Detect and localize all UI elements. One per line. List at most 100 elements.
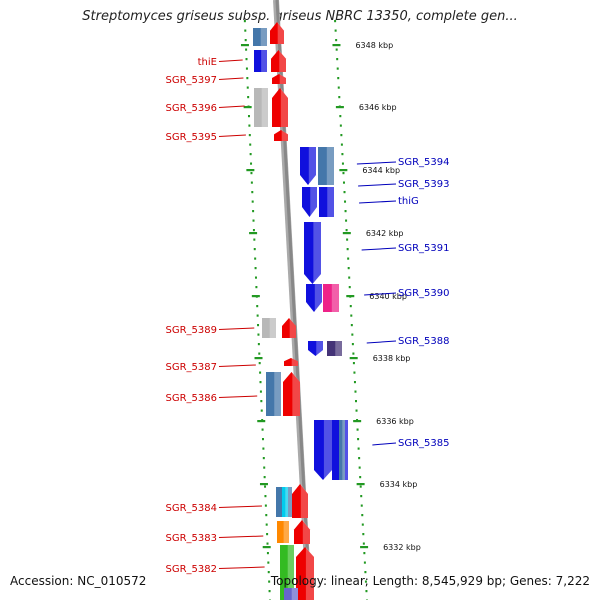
right-dotted-border: [365, 590, 368, 593]
gene-label-left: SGR_5384: [166, 503, 218, 514]
accession-text: Accession: NC_010572: [10, 574, 147, 588]
gene-leader-line: [218, 77, 244, 80]
gene-arrow-reverse: [300, 147, 316, 185]
scale-label: 6334 kbp: [380, 480, 418, 489]
left-dotted-border: [258, 352, 261, 355]
left-dotted-border: [244, 39, 247, 42]
gene-leader-line: [366, 340, 397, 344]
right-dotted-border: [361, 523, 364, 526]
gene-label-right: SGR_5394: [398, 157, 450, 168]
gene-arrow-forward: [274, 130, 288, 141]
gene-leader-line: [218, 395, 258, 398]
right-dotted-border: [363, 552, 366, 555]
left-dotted-border: [261, 438, 264, 441]
gene-arrow-forward: [292, 484, 308, 518]
left-dotted-border: [266, 552, 269, 555]
left-dotted-border: [253, 238, 256, 241]
scale-tick-left: [254, 357, 263, 360]
right-dotted-border: [353, 371, 356, 374]
scale-label: 6332 kbp: [383, 543, 421, 552]
right-dotted-border: [345, 229, 348, 232]
scale-tick: [356, 483, 365, 486]
left-dotted-border: [252, 219, 255, 222]
gene-label-left: SGR_5383: [166, 533, 218, 544]
left-dotted-border: [249, 143, 252, 146]
gene-arrow-forward: [277, 521, 289, 543]
left-dotted-border: [253, 248, 256, 251]
right-dotted-border: [337, 86, 340, 89]
left-dotted-border: [249, 153, 252, 156]
gene-arrow-reverse: [327, 341, 342, 356]
gene-arrow-reverse: [319, 187, 334, 217]
left-dotted-border: [265, 523, 268, 526]
right-dotted-border: [344, 210, 347, 213]
left-dotted-border: [252, 229, 255, 232]
scale-label: 6346 kbp: [359, 103, 397, 112]
right-dotted-border: [334, 29, 337, 32]
left-dotted-border: [243, 20, 246, 23]
right-dotted-border: [336, 67, 339, 70]
left-dotted-border: [268, 590, 271, 593]
gene-arrow-forward: [282, 487, 288, 517]
right-dotted-border: [360, 504, 363, 507]
gene-arrow-forward: [253, 28, 267, 46]
scale-label: 6336 kbp: [376, 417, 414, 426]
left-dotted-border: [268, 580, 271, 583]
gene-leader-line: [356, 161, 397, 165]
left-dotted-border: [259, 390, 262, 393]
gene-label-left: SGR_5386: [166, 393, 218, 404]
scale-label: 6338 kbp: [373, 354, 411, 363]
left-dotted-border: [250, 162, 253, 165]
left-dotted-border: [245, 48, 248, 51]
left-dotted-border: [251, 191, 254, 194]
gene-label-left: SGR_5397: [166, 75, 218, 86]
left-dotted-border: [260, 400, 263, 403]
right-dotted-border: [334, 20, 337, 23]
left-dotted-border: [258, 362, 261, 365]
gene-label-right: SGR_5393: [398, 179, 450, 190]
gene-label-left: thiE: [198, 57, 217, 68]
gene-label-left: SGR_5382: [166, 564, 218, 575]
left-dotted-border: [256, 305, 259, 308]
right-dotted-border: [357, 447, 360, 450]
gene-arrow-forward: [254, 88, 268, 127]
right-dotted-border: [348, 276, 351, 279]
gene-label-right: SGR_5388: [398, 336, 450, 347]
gene-leader-line: [218, 505, 262, 508]
gene-arrow-forward: [296, 547, 314, 600]
left-dotted-border: [251, 200, 254, 203]
right-dotted-border: [342, 181, 345, 184]
scale-label: 6340 kbp: [369, 292, 407, 301]
right-dotted-border: [352, 352, 355, 355]
right-dotted-border: [341, 162, 344, 165]
left-dotted-border: [264, 504, 267, 507]
left-dotted-border: [257, 324, 260, 327]
gene-arrow-forward: [262, 318, 276, 338]
right-dotted-border: [354, 390, 357, 393]
scale-tick-left: [243, 106, 252, 109]
left-dotted-border: [261, 428, 264, 431]
right-dotted-border: [347, 257, 350, 260]
right-dotted-border: [349, 305, 352, 308]
gene-label-right: SGR_5391: [398, 243, 450, 254]
gene-label-left: SGR_5387: [166, 362, 218, 373]
gene-arrow-reverse: [314, 420, 332, 480]
right-dotted-border: [347, 267, 350, 270]
scale-tick: [342, 232, 351, 235]
gene-leader-line: [218, 134, 246, 137]
genome-stats: Topology: linear; Length: 8,545,929 bp; …: [270, 574, 590, 588]
right-dotted-border: [362, 533, 365, 536]
gene-leader-line: [218, 105, 245, 108]
left-dotted-border: [246, 86, 249, 89]
right-dotted-border: [355, 400, 357, 403]
left-dotted-border: [254, 257, 257, 260]
scale-tick-left: [259, 483, 268, 486]
left-dotted-border: [246, 77, 249, 80]
gene-arrow-reverse: [302, 187, 317, 217]
gene-arrow-forward: [272, 74, 286, 84]
right-dotted-border: [341, 153, 344, 156]
left-dotted-border: [248, 124, 251, 127]
left-dotted-border: [248, 134, 251, 137]
right-dotted-border: [343, 191, 346, 194]
